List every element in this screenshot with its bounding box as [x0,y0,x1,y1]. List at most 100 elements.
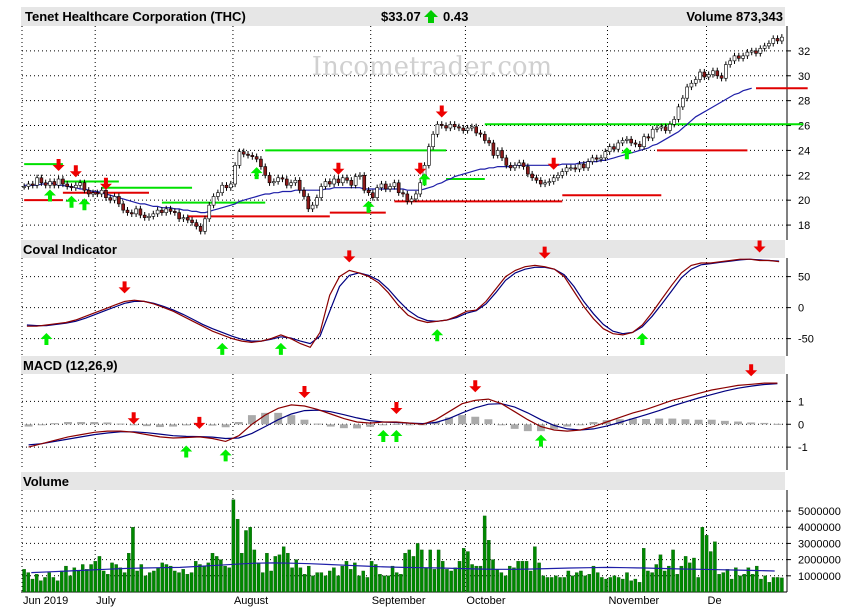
price-candle [689,80,694,91]
volume-bar [629,580,633,593]
volume-bar [742,574,746,593]
price-candle [500,147,504,161]
volume-bar [244,530,248,593]
price-candle [254,153,259,163]
sell-signal-arrow [52,159,65,172]
sell-signal-arrow [547,157,560,170]
price-candle [35,174,39,189]
price-candle [427,143,431,169]
volume-bar [700,527,705,593]
price-candle [371,189,375,201]
price-candle [560,168,565,179]
macd-histogram-bar [37,424,46,426]
price-candle [198,223,203,235]
macd-histogram-bar [339,424,348,429]
price-candle [259,156,263,170]
price-candle [263,163,268,179]
price-candle [237,148,242,169]
macd-histogram-bar [458,415,467,425]
macd-histogram-bar [90,422,99,425]
volume-bar [85,569,89,593]
volume-bar [231,499,236,593]
volume-bar [449,570,453,593]
volume-bar [252,549,257,593]
volume-bar [365,577,370,593]
volume-bar [524,561,529,593]
price-candle [676,103,681,123]
volume-bar [340,565,345,593]
volume-bar [147,572,152,593]
volume-average-line [31,562,775,574]
y-tick-label: -1 [798,442,808,454]
volume-bar [202,565,206,593]
volume-bar [361,570,365,593]
price-candle [142,212,147,221]
price-candle [762,42,767,52]
volume-bar [662,570,667,593]
price-candle [439,121,444,129]
price-candle [52,178,57,189]
volume-bar [420,549,424,593]
volume-bar [436,549,441,593]
price-candle [366,187,371,196]
price-candle [194,219,199,230]
volume-bar [47,572,51,593]
price-candle [431,131,435,150]
price-candle [336,175,341,186]
volume-bar [566,570,571,593]
up-arrow-icon [424,10,438,23]
price-candle [612,143,616,153]
volume-bar [43,577,47,593]
watermark: Incometrader.com [312,52,552,82]
macd-histogram-bar [247,415,256,425]
volume-bar [198,564,202,593]
price-candle [616,139,621,153]
volume-bar [508,565,512,593]
price-candle [61,175,65,188]
price-candle [332,175,336,188]
price-candle [319,183,324,201]
header-band [21,7,785,26]
volume-bar [277,554,282,593]
price-candle [418,179,423,198]
macd-histogram-bar [563,424,572,427]
volume-bar [269,570,273,593]
volume-bar [332,567,336,593]
price-candle [306,193,311,213]
volume-bar [265,552,269,593]
volume-bar [357,575,361,593]
macd-histogram-bar [445,417,453,425]
macd-histogram-bar [24,424,33,427]
price-candle [521,159,526,170]
volume-bar [558,577,562,593]
volume-bar [604,578,608,593]
price-candle [655,124,659,133]
volume-bar [34,574,39,593]
price-candle [164,205,169,216]
volume-bar [344,561,349,593]
price-candle [78,179,82,189]
price-candle [698,68,702,83]
price-candle [405,190,410,205]
price-candle [345,174,349,184]
macd-histogram-bar [681,419,690,425]
price-candle [685,83,689,102]
price-candle [513,162,517,171]
price-candle [134,205,138,217]
x-tick-label: De [708,595,722,607]
volume-bar [520,561,525,593]
price-candle [220,182,224,196]
volume-bar [319,572,324,593]
y-tick-label: 22 [798,170,810,182]
sell-signal-arrow [435,105,448,118]
price-candle [241,148,246,158]
volume-bar [93,561,97,593]
price-candle [388,183,392,193]
price-candle [112,193,117,204]
macd-histogram-bar [169,424,178,427]
volume-bar [491,559,495,593]
volume-bar [110,562,114,593]
volume-bar [51,577,56,593]
volume-bar [600,577,604,593]
volume-bar [382,575,386,593]
